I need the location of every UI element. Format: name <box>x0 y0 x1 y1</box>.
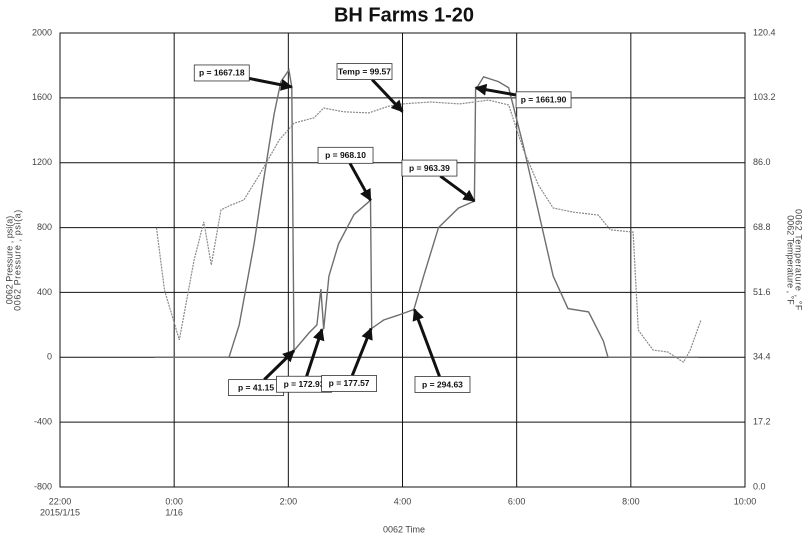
y2-tick-label: 0.0 <box>753 481 766 491</box>
x-tick-label: 6:00 <box>508 496 526 506</box>
annotation-box <box>336 63 393 80</box>
y-tick-label: 1200 <box>32 157 52 167</box>
annotation-label: p = 968.10 <box>325 150 366 160</box>
annotation: p = 294.63 <box>412 308 471 393</box>
annotation: p = 963.39 <box>401 159 476 203</box>
annotation-label: p = 963.39 <box>409 163 450 173</box>
x-tick-sublabel: 1/16 <box>165 507 183 517</box>
chart-title: BH Farms 1-20 <box>334 4 474 26</box>
x-tick-label: 8:00 <box>622 496 640 506</box>
annotation-arrow <box>263 349 296 381</box>
x-tick-label: 4:00 <box>394 496 412 506</box>
y2-tick-label: 51.6 <box>753 287 771 297</box>
y-tick-label: 2000 <box>32 27 52 37</box>
x-tick-label: 2:00 <box>280 496 298 506</box>
y-axis-label: 0062 Pressure , psi(a) <box>4 216 14 305</box>
annotation-label: Temp = 99.57 <box>338 66 391 76</box>
annotation-arrow <box>474 83 517 97</box>
y-tick-label: 400 <box>37 287 52 297</box>
series-line <box>154 68 699 358</box>
y2-tick-label: 34.4 <box>753 352 771 362</box>
y-tick-label: -400 <box>34 417 52 427</box>
annotation-label: p = 41.15 <box>238 382 274 392</box>
annotation: p = 968.10 <box>317 146 374 202</box>
annotation-label: p = 172.93 <box>284 379 325 389</box>
annotation: p = 177.57 <box>321 327 378 392</box>
annotation-arrow <box>248 76 293 91</box>
x-tick-label: 10:00 <box>734 496 757 506</box>
annotation-box <box>414 376 471 393</box>
annotation: p = 1667.18 <box>193 64 293 91</box>
annotation-arrow <box>350 327 373 377</box>
annotation-arrow <box>412 308 441 378</box>
annotation-arrow <box>348 162 372 202</box>
y2-tick-label: 86.0 <box>753 157 771 167</box>
y-tick-label: 1600 <box>32 92 52 102</box>
annotation-label: p = 1667.18 <box>199 68 245 78</box>
annotation-box <box>193 64 250 82</box>
annotation-box <box>401 159 458 177</box>
annotation-box <box>317 146 374 164</box>
annotation-arrow <box>371 78 404 113</box>
annotation-label: p = 177.57 <box>329 378 370 388</box>
series-line <box>155 99 702 364</box>
annotation-arrow <box>305 328 325 377</box>
x-tick-label: 22:00 <box>49 496 72 506</box>
y-axis-label: 0062 Pressure , psi(a) <box>12 209 22 311</box>
y2-axis-label: 0062 Temperature , °F <box>786 215 796 305</box>
annotation: Temp = 99.57 <box>336 63 404 113</box>
y2-tick-label: 68.8 <box>753 222 771 232</box>
y-tick-label: 0 <box>47 352 52 362</box>
x-tick-label: 0:00 <box>165 496 183 506</box>
y2-tick-label: 120.4 <box>753 27 776 37</box>
x-axis-label: 0062 Time <box>383 524 425 534</box>
grid <box>59 32 746 488</box>
annotation-label: p = 294.63 <box>422 379 463 389</box>
annotation-box <box>515 91 572 109</box>
y2-tick-label: 17.2 <box>753 417 771 427</box>
x-tick-sublabel: 2015/1/15 <box>40 507 80 517</box>
annotation: p = 1661.90 <box>474 83 572 109</box>
annotation-box <box>321 375 378 392</box>
y2-tick-label: 103.2 <box>753 92 776 102</box>
y-tick-label: 800 <box>37 222 52 232</box>
annotation-label: p = 1661.90 <box>521 95 567 105</box>
y2-axis-label: 0062 Temperature , °F <box>794 209 804 311</box>
y-tick-label: -800 <box>34 481 52 491</box>
annotation-arrow <box>439 174 476 203</box>
